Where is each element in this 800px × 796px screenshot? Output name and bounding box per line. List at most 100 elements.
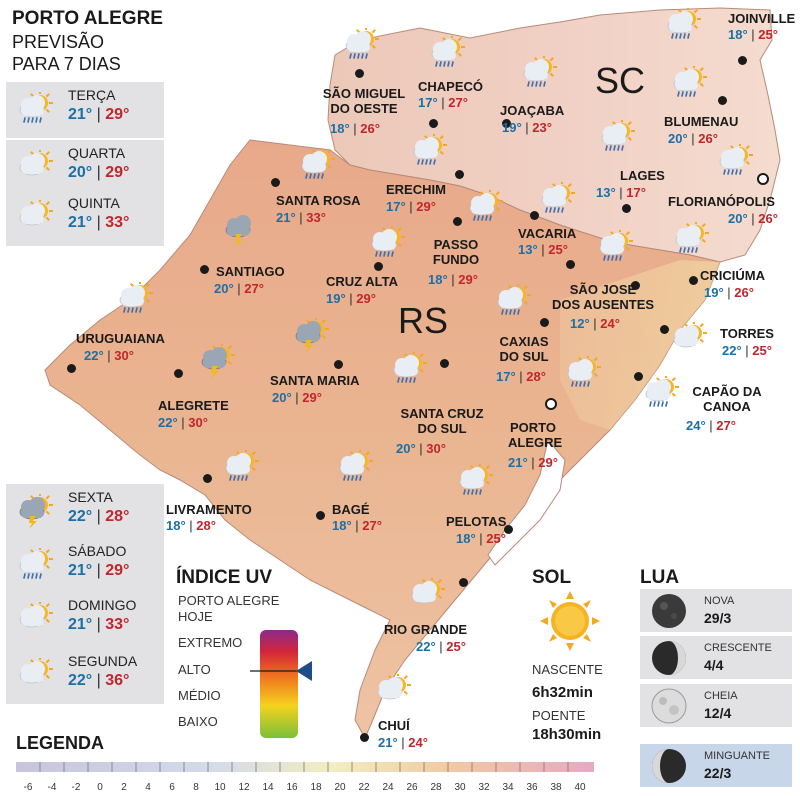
uv-level-label: EXTREMO [178,635,243,650]
sun-cloud-icon [19,200,53,226]
city-marker [271,178,280,187]
city-label-sao-jose: SÃO JOSÉ DOS AUSENTES [551,282,655,312]
uv-level-label: MÉDIO [178,688,221,703]
city-temps: 17° | 28° [496,369,546,384]
legend-scale-label: 8 [193,782,199,793]
sun-cloud-rain-icon [523,56,557,87]
rio-grande-do-sul-region [44,139,721,740]
city-marker [334,360,343,369]
legend-scale-label: 18 [310,782,322,793]
sun-cloud-rain-icon [19,92,53,123]
day-name: SEXTA [68,489,113,505]
sun-cloud-storm-icon [201,344,235,379]
moon-phase-card: CRESCENTE 4/4 [640,636,792,679]
city-marker [455,170,464,179]
city-marker [718,96,727,105]
sun-cloud-rain-icon [667,8,701,39]
uv-level-label: BAIXO [178,714,218,729]
temperature-legend-bar [16,762,594,772]
city-label-livramento: LIVRAMENTO [166,502,252,517]
city-label-chui: CHUÍ [378,718,410,733]
city-temps: 12° | 24° [570,316,620,331]
city-temps: 18° | 29° [428,272,478,287]
forecast-day-card: SEGUNDA 22° | 36° [6,648,164,704]
sun-cloud-rain-icon [345,28,379,59]
day-temps: 21° | 29° [68,106,130,123]
legend-scale-label: 2 [121,782,127,793]
city-label-lages: LAGES [620,168,665,183]
sun-cloud-icon [411,578,445,604]
day-temps: 21° | 33° [68,616,130,633]
city-temps: 19° | 26° [704,285,754,300]
legend-scale-label: 34 [502,782,514,793]
legend-scale-label: -4 [47,782,57,793]
sunrise-time: 6h32min [532,684,593,701]
city-marker [631,281,640,290]
city-label-passo-fundo: PASSO FUNDO [432,237,480,267]
day-temps: 21° | 33° [68,214,130,231]
city-marker [203,474,212,483]
forecast-day-card: SEXTA 22° | 28° [6,484,164,540]
city-label-santa-maria: SANTA MARIA [270,373,360,388]
city-label-santa-rosa: SANTA ROSA [276,193,361,208]
waxing-moon-icon [652,641,686,675]
city-label-torres: TORRES [720,326,774,341]
sun-cloud-rain-icon [675,222,709,253]
sun-cloud-rain-icon [459,464,493,495]
city-label-criciuma: CRICIÚMA [700,268,765,283]
sun-cloud-icon [19,658,53,684]
page-title: PORTO ALEGRE [12,8,163,29]
sunrise-label: NASCENTE [532,662,603,677]
forecast-day-card: QUINTA 21° | 33° [6,190,164,246]
full-moon-icon [651,688,687,724]
city-marker [440,359,449,368]
city-label-capao: CAPÃO DA CANOA [692,384,762,414]
city-marker [355,69,364,78]
city-temps: 22° | 30° [158,415,208,430]
city-label-santa-cruz: SANTA CRUZ DO SUL [400,406,484,436]
city-temps: 21° | 33° [276,210,326,225]
day-name: TERÇA [68,87,116,103]
sunset-label: POENTE [532,708,586,723]
day-name: QUINTA [68,195,120,211]
day-name: QUARTA [68,145,126,161]
city-temps: 21° | 29° [508,455,558,470]
sunset-time: 18h30min [532,726,602,743]
city-marker-capital [757,173,769,185]
city-label-joacaba: JOAÇABA [500,103,565,118]
sun-cloud-rain-icon [339,450,373,481]
legend-scale-label: 38 [550,782,562,793]
city-temps: 22° | 25° [722,343,772,358]
city-marker [622,204,631,213]
city-temps: 19° | 29° [326,291,376,306]
sun-cloud-rain-icon [225,450,259,481]
legend-scale-label: 12 [238,782,250,793]
city-marker [502,119,511,128]
sun-cloud-icon [19,602,53,628]
city-temps: 18° | 25° [728,27,778,42]
city-label-pelotas: PELOTAS [446,514,507,529]
state-label-rs: RS [398,300,449,341]
sun-icon [540,591,600,651]
forecast-day-card: TERÇA 21° | 29° [6,82,164,138]
legend-scale-label: 24 [382,782,394,793]
city-marker [459,578,468,587]
day-name: SEGUNDA [68,653,138,669]
day-temps: 20° | 29° [68,164,130,181]
sun-cloud-rain-icon [497,284,531,315]
city-label-porto-alegre: PORTO ALEGRE [508,420,563,450]
legend-scale-label: 14 [262,782,274,793]
city-label-uruguaiana: URUGUAIANA [76,331,165,346]
legend-scale-label: -2 [71,782,81,793]
city-temps: 19° | 23° [502,120,552,135]
city-temps: 20° | 27° [214,281,264,296]
city-label-florianopolis: FLORIANÓPOLIS [668,194,775,209]
city-temps: 21° | 24° [378,735,428,750]
sun-cloud-storm-icon [295,318,329,353]
city-marker-capital [545,398,557,410]
sun-cloud-rain-icon [601,120,635,151]
city-marker [67,364,76,373]
uv-index-title: ÍNDICE UV [176,567,273,588]
moon-phase-card: CHEIA 12/4 [640,684,792,727]
sun-cloud-rain-icon [541,182,575,213]
